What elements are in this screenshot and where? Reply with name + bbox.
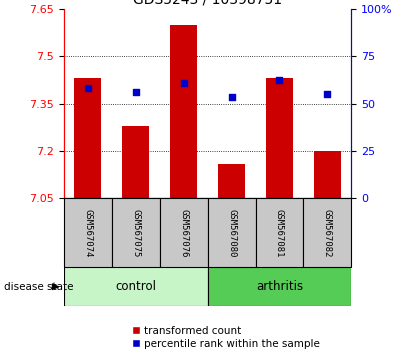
Bar: [256, 198, 303, 267]
Bar: [112, 198, 159, 267]
Point: [324, 91, 331, 97]
Bar: [74, 78, 101, 198]
Bar: [64, 198, 112, 267]
Point: [132, 90, 139, 95]
Bar: [208, 198, 256, 267]
Text: disease state: disease state: [4, 282, 74, 292]
Bar: [122, 126, 149, 198]
Bar: [64, 267, 208, 306]
Text: GSM567081: GSM567081: [275, 209, 284, 257]
Text: arthritis: arthritis: [256, 280, 303, 293]
Text: GSM567076: GSM567076: [179, 209, 188, 257]
Text: GSM567074: GSM567074: [83, 209, 92, 257]
Bar: [159, 198, 208, 267]
Text: control: control: [115, 280, 156, 293]
Point: [84, 85, 91, 91]
Legend: transformed count, percentile rank within the sample: transformed count, percentile rank withi…: [132, 326, 320, 349]
Point: [228, 94, 235, 99]
Text: GSM567075: GSM567075: [131, 209, 140, 257]
Title: GDS5243 / 10398751: GDS5243 / 10398751: [133, 0, 282, 6]
Bar: [314, 151, 341, 198]
Point: [276, 77, 283, 83]
Bar: [218, 164, 245, 198]
Bar: [208, 267, 351, 306]
Bar: [171, 25, 197, 198]
Text: GSM567080: GSM567080: [227, 209, 236, 257]
Text: GSM567082: GSM567082: [323, 209, 332, 257]
Point: [180, 80, 187, 86]
Bar: [303, 198, 351, 267]
Bar: [266, 78, 293, 198]
